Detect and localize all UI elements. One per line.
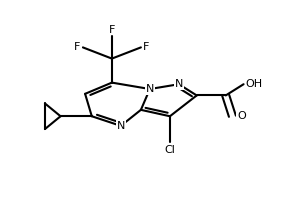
Text: OH: OH (246, 79, 263, 89)
Text: F: F (143, 42, 149, 52)
Text: Cl: Cl (164, 145, 175, 155)
Text: F: F (74, 42, 81, 52)
Text: N: N (146, 84, 154, 94)
Text: F: F (109, 25, 115, 35)
Text: N: N (117, 121, 125, 131)
Text: O: O (237, 111, 246, 121)
Text: N: N (175, 79, 183, 89)
